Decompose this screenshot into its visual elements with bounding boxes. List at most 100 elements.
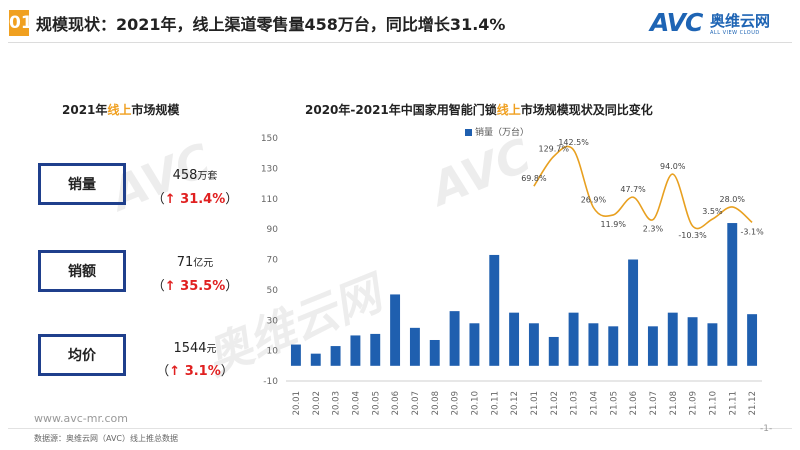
x-tick-label: 21.08 [669,391,679,415]
x-tick-label: 20.04 [351,391,361,415]
left-panel-title: 2021年线上市场规模 [62,103,180,117]
x-tick-label: 20.08 [431,391,441,415]
bar [548,336,559,366]
avc-logo: AVC 奥维云网 ALL VIEW CLOUD [650,6,792,42]
kpi-value-avg-price: 1544元 [173,341,217,356]
x-tick-label: 20.06 [391,391,401,415]
data-source-note: 数据源：奥维云网（AVC）线上推总数据 [34,434,179,443]
bar [509,312,520,366]
x-tick-label: 21.02 [550,391,560,415]
yoy-data-label: 11.9% [601,220,627,229]
bar [647,326,658,366]
legend-swatch [465,129,472,136]
logo-mark: AVC [650,8,703,37]
bar [390,294,401,366]
kpi-box-avg-price: 均价 [38,334,126,376]
kpi-value-volume: 458万套 [172,168,218,183]
bar [727,223,738,366]
x-tick-label: 21.04 [589,391,599,415]
yoy-data-label: 94.0% [660,162,686,171]
bar [310,353,321,366]
yoy-data-label: -10.3% [678,231,707,240]
logo-cn-text: 奥维云网 [710,12,771,30]
header-divider [8,42,792,43]
kpi-label: 销量 [68,177,96,193]
x-tick-label: 20.09 [451,391,461,415]
kpi-label: 销额 [68,264,96,280]
x-tick-label: 21.10 [708,391,718,415]
x-tick-label: 21.09 [689,391,699,415]
bar [608,326,619,366]
footer-url: www.avc-mr.com [34,412,128,425]
kpi-box-volume: 销量 [38,163,126,205]
chart-legend: 销量（万台） [465,125,529,138]
bar [528,323,539,366]
x-tick-label: 20.01 [292,391,302,415]
y-tick-label: 150 [261,134,278,144]
x-tick-label: 20.11 [490,391,500,415]
x-tick-label: 21.06 [629,391,639,415]
footer-divider [8,428,792,429]
yoy-data-label: -3.1% [740,227,764,236]
yoy-data-label: 2.3% [643,225,664,234]
bar [370,333,381,366]
yoy-data-label: 69.8% [521,174,547,183]
y-tick-label: 110 [261,195,278,205]
x-tick-label: 21.12 [748,391,758,415]
x-tick-label: 21.11 [728,391,738,415]
x-tick-label: 21.03 [570,391,580,415]
x-tick-label: 21.05 [609,391,619,415]
y-tick-label: 30 [267,316,279,326]
bar [350,335,361,366]
kpi-label: 均价 [68,348,96,364]
yoy-line [533,145,753,230]
x-tick-label: 20.07 [411,391,421,415]
logo-en-text: ALL VIEW CLOUD [710,30,760,36]
y-tick-label: -10 [263,377,278,387]
x-tick-label: 20.10 [470,391,480,415]
bar [667,312,678,366]
up-arrow-icon: ↑ [164,279,176,294]
bar [469,323,480,366]
bar [489,254,500,366]
yoy-data-label: 47.7% [620,185,646,194]
y-tick-label: 10 [267,347,279,357]
section-number: 01 [9,10,33,36]
yoy-data-label: 142.5% [558,138,589,147]
kpi-change-avg-price: （↑ 3.1%） [156,364,234,379]
x-tick-label: 20.03 [332,391,342,415]
yoy-data-label: 26.9% [581,195,607,204]
y-tick-label: 90 [267,225,279,235]
yoy-data-label: 28.0% [720,195,746,204]
bar [707,323,718,366]
y-tick-label: 130 [261,164,278,174]
x-tick-label: 21.07 [649,391,659,415]
kpi-box-revenue: 销额 [38,250,126,292]
up-arrow-icon: ↑ [164,192,176,207]
x-tick-label: 20.05 [371,391,381,415]
x-tick-label: 20.02 [312,391,322,415]
bar [588,323,599,366]
y-tick-label: 50 [267,286,279,296]
bar [628,259,639,366]
kpi-value-revenue: 71亿元 [176,255,214,270]
x-tick-label: 21.01 [530,391,540,415]
bar [687,317,698,366]
x-tick-label: 20.12 [510,391,520,415]
bar [568,312,579,366]
up-arrow-icon: ↑ [169,364,181,379]
page-number: -1- [760,424,773,434]
chart-title: 2020年-2021年中国家用智能门锁线上市场规模现状及同比变化 [305,103,653,117]
bar [429,339,440,366]
bar [290,344,301,366]
bar [747,314,758,366]
yoy-data-label: 129.7% [538,144,569,153]
yoy-data-label: 3.5% [702,207,723,216]
kpi-change-revenue: （↑ 35.5%） [151,279,239,294]
bar [409,327,420,366]
kpi-change-volume: （↑ 31.4%） [151,192,239,207]
y-tick-label: 70 [267,256,279,266]
bar [330,346,341,366]
bar [449,311,460,366]
